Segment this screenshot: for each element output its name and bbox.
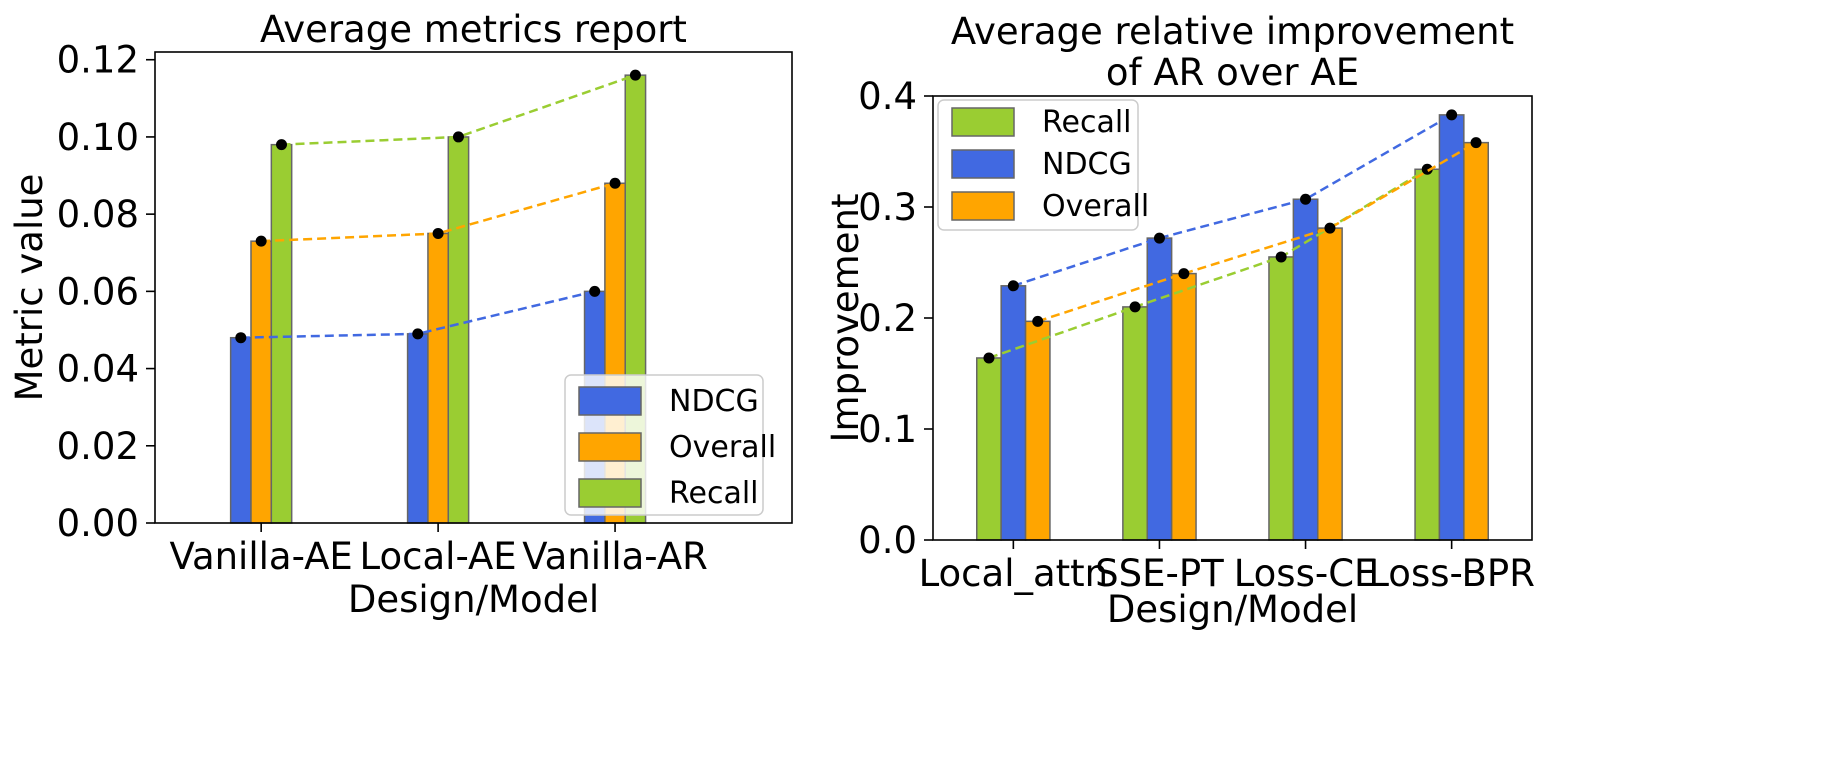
chart-title-line2: of AR over AE — [1106, 51, 1359, 94]
bar — [427, 232, 450, 524]
bar — [1463, 141, 1489, 541]
y-axis-label: Improvement — [824, 194, 867, 443]
data-point — [983, 352, 995, 364]
bar — [447, 136, 470, 524]
y-tick-label: 0.02 — [57, 425, 139, 468]
data-point — [1129, 301, 1141, 313]
data-point — [276, 139, 288, 151]
data-point — [1300, 193, 1312, 205]
bar — [1268, 256, 1295, 541]
trend-line — [261, 182, 616, 243]
bar — [406, 333, 429, 524]
y-tick-label: 0.4 — [858, 75, 917, 118]
data-point — [412, 328, 424, 340]
trend-line — [281, 73, 636, 146]
x-tick-label: Local_attn — [919, 552, 1109, 595]
chart-title: Average metrics report — [260, 8, 687, 51]
y-axis-label: Metric value — [8, 174, 51, 402]
legend-swatch — [951, 149, 1015, 179]
plot-frame — [154, 51, 793, 524]
bar — [1316, 227, 1343, 541]
y-tick-label: 0.00 — [57, 502, 139, 545]
y-tick-label: 0.3 — [858, 186, 917, 229]
y-tick-label: 0.2 — [858, 297, 917, 340]
legend-swatch — [951, 191, 1015, 221]
x-tick-label: Vanilla-AR — [522, 535, 708, 578]
y-tick-label: 0.06 — [57, 270, 139, 313]
y-tick-label: 0.0 — [858, 519, 917, 562]
bar — [1170, 272, 1197, 541]
legend-swatch — [951, 107, 1015, 137]
legend-label: NDCG — [669, 384, 759, 419]
data-point — [432, 227, 444, 239]
bar — [229, 336, 252, 524]
bar — [270, 143, 293, 524]
x-tick-label: Loss-CE — [1234, 552, 1378, 595]
bar — [250, 240, 273, 524]
bar — [1024, 320, 1051, 541]
data-point — [1446, 109, 1458, 121]
trend-line — [1012, 113, 1453, 287]
data-point — [1178, 268, 1190, 280]
data-point — [1032, 315, 1044, 327]
chart-average-metrics: 0.00 0.02 0.04 0.06 0.08 0.10 0.12 Vanilla-AE Lo… — [8, 8, 793, 621]
legend-label: Recall — [1042, 105, 1132, 140]
x-tick-label: Vanilla-AE — [170, 535, 353, 578]
y-tick-label: 0.1 — [858, 408, 917, 451]
data-point — [609, 177, 621, 189]
data-point — [1275, 251, 1287, 263]
bar — [1414, 168, 1441, 541]
x-axis-label: Design/Model — [348, 578, 599, 621]
bar — [1438, 114, 1465, 541]
legend-swatch — [578, 432, 642, 462]
data-point — [629, 69, 641, 81]
y-tick-label: 0.04 — [57, 348, 139, 391]
legend-label: Recall — [669, 476, 759, 511]
y-tick-label: 0.10 — [57, 116, 139, 159]
trend-line — [1037, 141, 1477, 323]
legend-swatch — [578, 478, 642, 508]
trend-line — [988, 168, 1428, 360]
data-point — [1153, 232, 1165, 244]
data-point — [589, 285, 601, 297]
bar — [1292, 198, 1319, 541]
data-point — [452, 131, 464, 143]
data-point — [1324, 222, 1336, 234]
chart-title: Average relative improvement — [951, 10, 1514, 53]
bar — [1122, 306, 1149, 541]
legend-swatch — [578, 386, 642, 416]
bar — [1000, 285, 1027, 541]
y-tick-label: 0.08 — [57, 193, 139, 236]
x-axis-label: Design/Model — [1107, 588, 1358, 631]
legend-label: Overall — [669, 430, 776, 465]
data-point — [1470, 137, 1482, 149]
y-tick-label: 0.12 — [57, 39, 139, 82]
data-point — [255, 235, 267, 247]
bar — [976, 357, 1002, 541]
data-point — [1421, 163, 1433, 175]
x-tick-label: SSE-PT — [1095, 552, 1224, 595]
data-point — [1007, 280, 1019, 292]
x-tick-label: Local-AE — [360, 535, 517, 578]
x-tick-label: Loss-BPR — [1368, 552, 1535, 595]
legend-label: NDCG — [1042, 147, 1132, 182]
legend-label: Overall — [1042, 189, 1149, 224]
data-point — [235, 332, 247, 344]
